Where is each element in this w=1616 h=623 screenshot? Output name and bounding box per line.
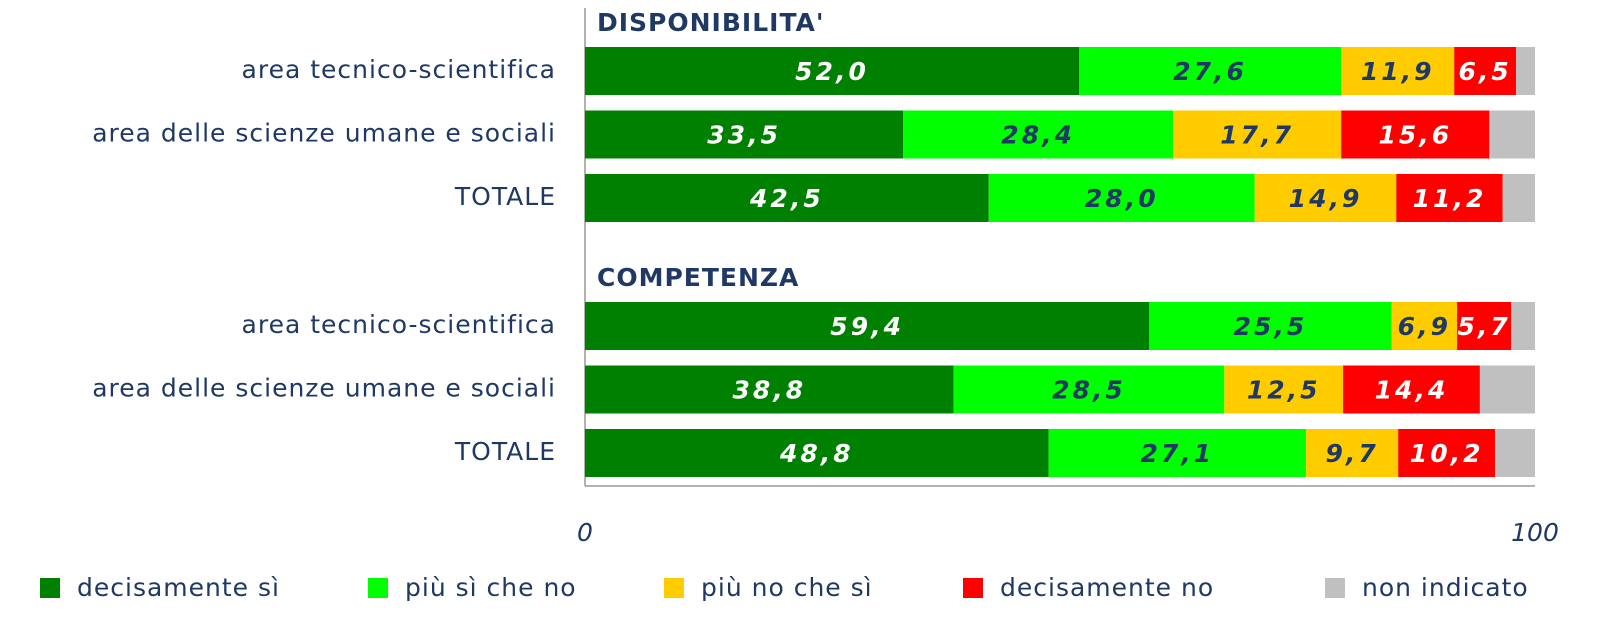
- value-label: 10,2: [1410, 439, 1484, 468]
- value-label: 6,9: [1398, 312, 1451, 341]
- value-label: 42,5: [749, 184, 824, 213]
- value-label: 15,6: [1378, 121, 1452, 150]
- legend-label: più no che sì: [701, 573, 873, 602]
- value-label: 17,7: [1220, 121, 1294, 150]
- bar-segment: [1149, 302, 1392, 350]
- legend-swatch: [368, 578, 388, 598]
- bar-segment: [1306, 429, 1399, 477]
- category-label: area delle scienze umane e sociali: [92, 374, 556, 403]
- bar-segment: [1341, 110, 1490, 159]
- bar-segment: [1224, 365, 1344, 414]
- bar-segment: [585, 429, 1049, 477]
- legend-label: decisamente no: [1000, 573, 1214, 602]
- legend-swatch: [1325, 578, 1345, 598]
- bar-segment: [1457, 302, 1512, 350]
- category-label: area tecnico-scientifica: [242, 310, 556, 339]
- group-label: COMPETENZA: [597, 263, 799, 292]
- value-label: 11,2: [1413, 184, 1487, 213]
- bar-segment: [1479, 365, 1535, 414]
- bar-segment: [903, 110, 1174, 159]
- value-label: 25,5: [1234, 312, 1308, 341]
- bar-segment: [1173, 110, 1342, 159]
- category-label: area tecnico-scientifica: [242, 55, 556, 84]
- legend-swatch: [40, 578, 60, 598]
- category-label: TOTALE: [454, 182, 556, 211]
- value-label: 14,9: [1289, 184, 1363, 213]
- bar-segment: [1454, 47, 1516, 95]
- bar-segment: [1343, 365, 1480, 414]
- bar-segment: [1502, 174, 1535, 222]
- value-label: 12,5: [1247, 376, 1321, 405]
- value-label: 38,8: [732, 376, 806, 405]
- bar-segment: [1516, 47, 1535, 95]
- bar-segment: [585, 110, 904, 159]
- bar-segment: [585, 302, 1150, 350]
- value-label: 9,7: [1325, 439, 1378, 468]
- category-label: TOTALE: [454, 437, 556, 466]
- bar-segment: [1341, 47, 1455, 95]
- value-label: 48,8: [779, 439, 854, 468]
- value-label: 27,1: [1140, 439, 1214, 468]
- bar-segment: [585, 47, 1079, 95]
- category-label: area delle scienze umane e sociali: [92, 119, 556, 148]
- value-label: 5,7: [1458, 312, 1511, 341]
- bar-segment: [1079, 47, 1342, 95]
- value-label: 59,4: [830, 312, 904, 341]
- bar-segment: [1398, 429, 1496, 477]
- legend-label: decisamente sì: [77, 573, 280, 602]
- value-label: 11,9: [1361, 57, 1435, 86]
- bar-segment: [1391, 302, 1458, 350]
- bar-segment: [1396, 174, 1503, 222]
- value-label: 28,5: [1052, 376, 1126, 405]
- bar-segment: [1048, 429, 1307, 477]
- legend-label: non indicato: [1362, 573, 1529, 602]
- legend-label: più sì che no: [405, 573, 577, 602]
- bar-segment: [585, 174, 989, 222]
- x-tick-label: 100: [1511, 518, 1559, 547]
- legend-swatch: [664, 578, 684, 598]
- bar-segment: [1511, 302, 1535, 350]
- bar-segment: [1489, 110, 1535, 159]
- bar-segment: [1495, 429, 1535, 477]
- value-label: 52,0: [795, 57, 869, 86]
- value-label: 27,6: [1173, 57, 1247, 86]
- value-label: 14,4: [1375, 376, 1449, 405]
- bar-segment: [988, 174, 1255, 222]
- value-label: 28,4: [1001, 121, 1075, 150]
- legend-swatch: [963, 578, 983, 598]
- value-label: 6,5: [1458, 57, 1511, 86]
- x-tick-label: 0: [577, 518, 593, 547]
- value-label: 33,5: [707, 121, 781, 150]
- bar-segment: [585, 365, 954, 414]
- bar-segment: [1254, 174, 1397, 222]
- bar-segment: [953, 365, 1225, 414]
- value-label: 28,0: [1085, 184, 1159, 213]
- group-label: DISPONIBILITA': [597, 8, 825, 37]
